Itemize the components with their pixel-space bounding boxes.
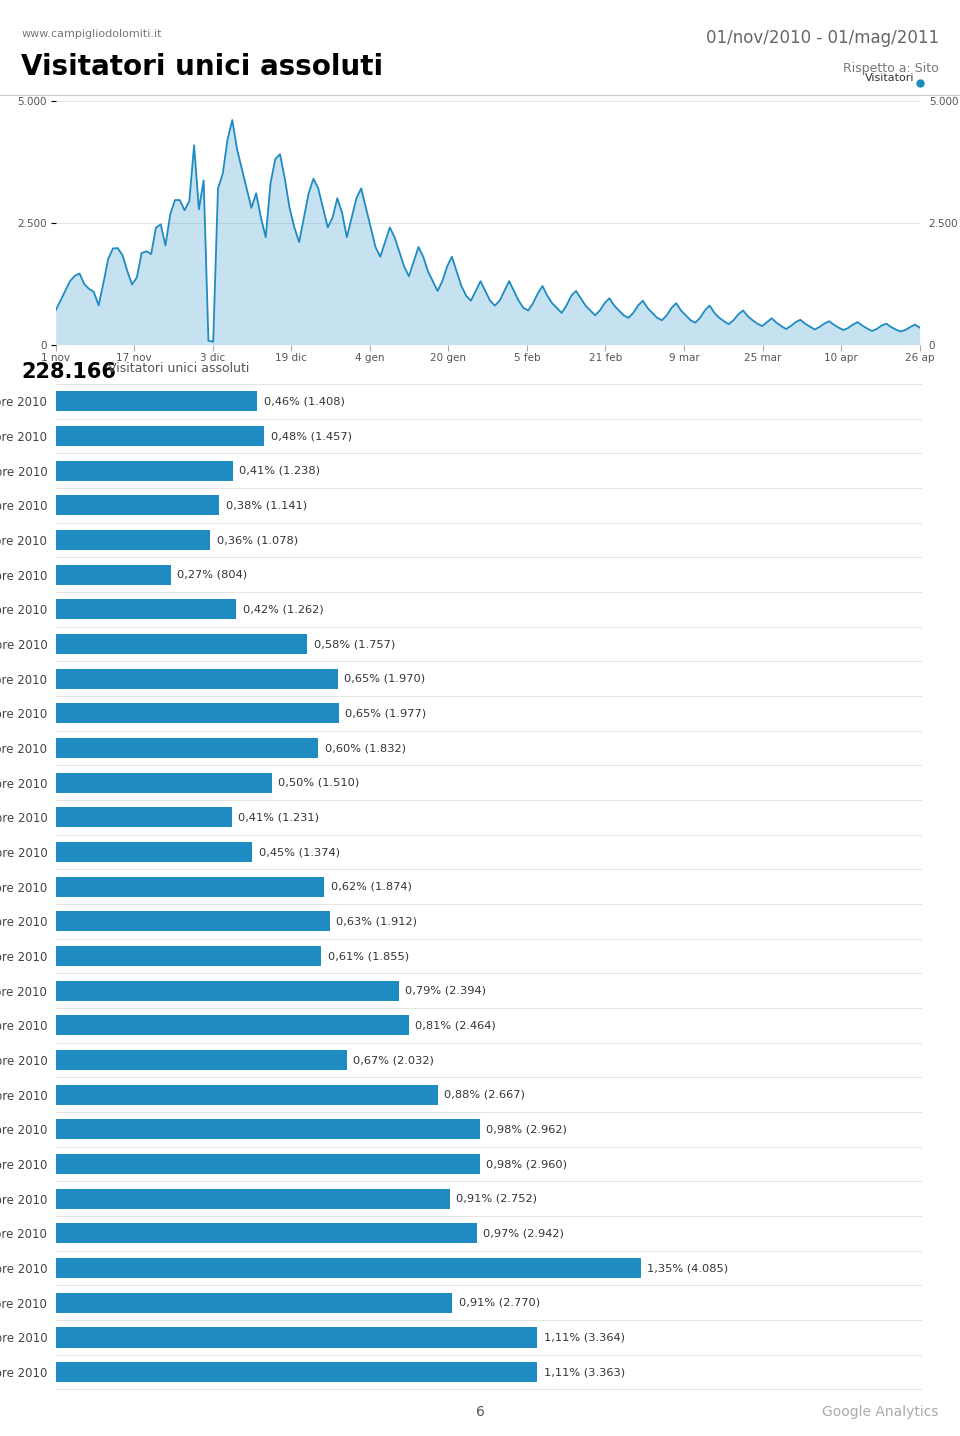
Bar <box>56 1363 538 1383</box>
Bar <box>56 1258 640 1278</box>
Text: 0,88% (2.667): 0,88% (2.667) <box>444 1090 525 1100</box>
Bar <box>56 1189 450 1209</box>
Bar <box>56 876 324 898</box>
Text: 0,60% (1.832): 0,60% (1.832) <box>324 742 405 752</box>
Text: 0,46% (1.408): 0,46% (1.408) <box>264 396 345 406</box>
Text: 0,36% (1.078): 0,36% (1.078) <box>217 536 298 546</box>
Bar <box>56 773 272 793</box>
Text: 0,38% (1.141): 0,38% (1.141) <box>226 500 306 510</box>
Bar <box>56 841 252 862</box>
Bar <box>56 1120 480 1140</box>
Text: Google Analytics: Google Analytics <box>823 1404 939 1419</box>
Text: Visitatori unici assoluti: Visitatori unici assoluti <box>108 362 249 375</box>
Bar <box>56 669 338 689</box>
Text: 0,45% (1.374): 0,45% (1.374) <box>259 847 340 857</box>
Bar <box>56 495 219 516</box>
Bar <box>56 1084 438 1104</box>
Text: 01/nov/2010 - 01/mag/2011: 01/nov/2010 - 01/mag/2011 <box>706 29 939 47</box>
Text: 0,48% (1.457): 0,48% (1.457) <box>271 431 351 441</box>
Text: www.campigliodolomiti.it: www.campigliodolomiti.it <box>21 29 161 39</box>
Text: Visitatori unici assoluti: Visitatori unici assoluti <box>21 53 383 80</box>
Bar <box>56 1155 480 1175</box>
Text: 228.166: 228.166 <box>21 362 116 382</box>
Text: 0,97% (2.942): 0,97% (2.942) <box>484 1228 564 1238</box>
Bar <box>56 807 232 827</box>
Bar <box>56 946 322 966</box>
Bar <box>56 1327 538 1347</box>
Text: 0,67% (2.032): 0,67% (2.032) <box>353 1055 434 1066</box>
Bar <box>56 738 318 758</box>
Text: 0,42% (1.262): 0,42% (1.262) <box>243 605 324 615</box>
Bar <box>56 530 210 550</box>
Bar <box>56 599 236 619</box>
Bar <box>56 1015 409 1035</box>
Bar <box>56 461 233 481</box>
Text: 0,61% (1.855): 0,61% (1.855) <box>327 951 409 961</box>
Text: 0,62% (1.874): 0,62% (1.874) <box>330 882 412 892</box>
Text: 0,91% (2.770): 0,91% (2.770) <box>459 1298 540 1308</box>
Bar <box>56 704 339 724</box>
Text: 0,58% (1.757): 0,58% (1.757) <box>314 639 395 649</box>
Text: 6: 6 <box>475 1404 485 1419</box>
Bar <box>56 391 257 411</box>
Bar <box>56 1292 452 1313</box>
Text: 0,79% (2.394): 0,79% (2.394) <box>405 985 486 995</box>
Text: Rispetto a: Sito: Rispetto a: Sito <box>843 62 939 75</box>
Bar <box>56 1223 477 1244</box>
Text: 0,98% (2.962): 0,98% (2.962) <box>487 1124 567 1134</box>
Text: 0,91% (2.752): 0,91% (2.752) <box>456 1193 538 1203</box>
Bar <box>56 426 264 447</box>
Text: Visitatori: Visitatori <box>865 73 915 83</box>
Text: 0,41% (1.238): 0,41% (1.238) <box>239 465 321 475</box>
Bar <box>56 564 171 584</box>
Bar <box>56 633 307 653</box>
Text: 0,65% (1.970): 0,65% (1.970) <box>345 673 425 684</box>
Text: 0,50% (1.510): 0,50% (1.510) <box>278 778 360 788</box>
Bar <box>56 1050 347 1070</box>
Text: 0,41% (1.231): 0,41% (1.231) <box>238 813 320 823</box>
Text: 1,11% (3.364): 1,11% (3.364) <box>544 1333 625 1343</box>
Text: 0,27% (804): 0,27% (804) <box>178 570 248 580</box>
Text: 0,65% (1.977): 0,65% (1.977) <box>346 708 426 718</box>
Bar <box>56 981 398 1001</box>
Text: 0,81% (2.464): 0,81% (2.464) <box>415 1021 495 1031</box>
Text: 0,98% (2.960): 0,98% (2.960) <box>486 1159 567 1169</box>
Text: 1,11% (3.363): 1,11% (3.363) <box>543 1367 625 1377</box>
Bar <box>56 912 329 932</box>
Text: 0,63% (1.912): 0,63% (1.912) <box>336 916 417 926</box>
Text: 1,35% (4.085): 1,35% (4.085) <box>647 1264 729 1274</box>
